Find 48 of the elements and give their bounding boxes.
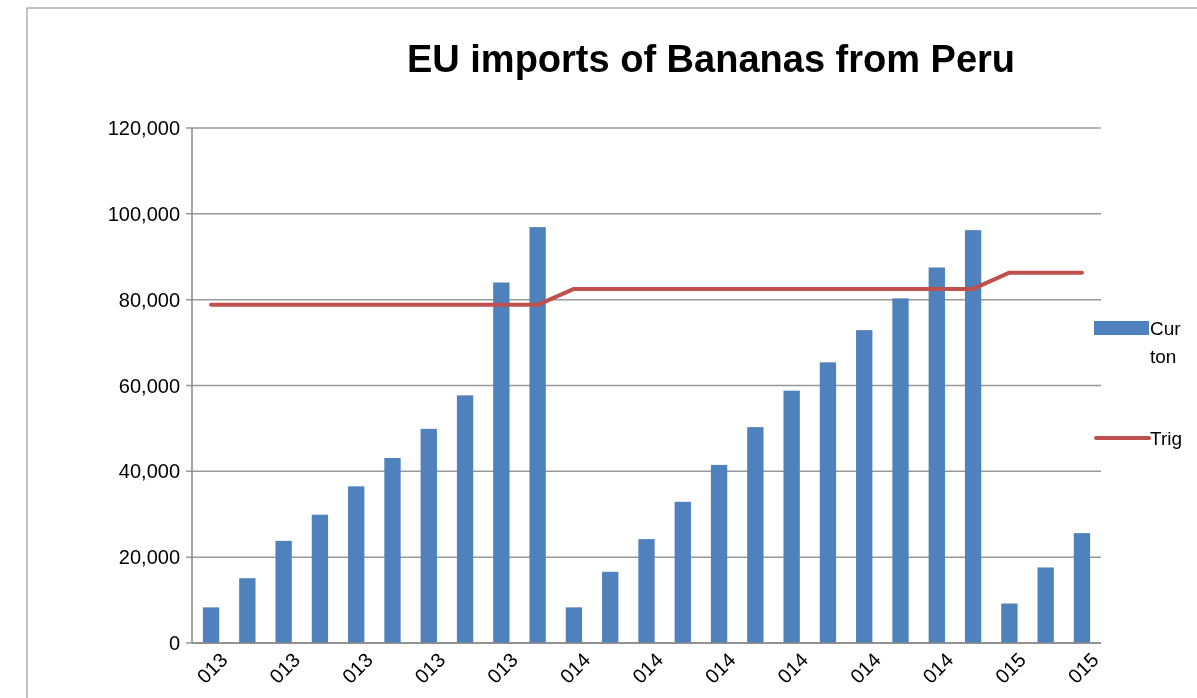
bar — [384, 458, 401, 643]
y-tick-label: 20,000 — [118, 546, 180, 569]
x-tick-label: 013 — [192, 648, 232, 688]
x-tick-label: 013 — [410, 648, 450, 688]
x-tick-label: 014 — [773, 648, 813, 688]
bar — [602, 571, 619, 643]
x-tick-label: 014 — [700, 648, 740, 688]
x-tick-label: 014 — [627, 648, 668, 688]
bar — [892, 298, 909, 643]
bar — [747, 427, 764, 643]
legend-label: Cur ton — [1150, 317, 1182, 367]
x-tick-label: 014 — [555, 648, 595, 688]
bar — [856, 330, 873, 643]
chart-title: EU imports of Bananas from Peru — [406, 38, 1016, 80]
bar — [311, 514, 329, 643]
x-tick-label: 015 — [990, 648, 1030, 688]
bar — [202, 607, 220, 643]
bar — [565, 607, 583, 643]
bar — [456, 395, 474, 643]
y-tick-label: 80,000 — [118, 288, 180, 311]
y-tick-label: 0 — [168, 632, 180, 654]
bar — [348, 486, 365, 643]
bar — [638, 539, 655, 643]
x-tick-label: 015 — [1063, 648, 1103, 688]
bar — [1001, 603, 1018, 643]
x-tick-label: 014 — [918, 648, 958, 688]
bar — [275, 540, 292, 643]
y-tick-label: 120,000 — [107, 117, 180, 139]
y-tick-label: 100,000 — [107, 202, 180, 225]
bar — [529, 227, 546, 643]
bar — [964, 230, 982, 643]
bar — [819, 362, 837, 643]
y-tick-label: 60,000 — [118, 374, 180, 397]
bar — [674, 501, 691, 643]
bar — [928, 267, 945, 643]
y-tick-label: 40,000 — [118, 460, 180, 483]
bar — [1073, 533, 1091, 643]
bar — [493, 282, 510, 643]
bar — [239, 578, 256, 643]
x-tick-label: 013 — [337, 648, 377, 688]
x-tick-label: 013 — [482, 648, 522, 688]
bar — [420, 428, 437, 643]
x-tick-label: 014 — [845, 648, 885, 688]
legend-label: Trig — [1150, 427, 1183, 449]
bar — [783, 390, 800, 643]
x-tick-label: 013 — [265, 648, 305, 688]
bar — [1037, 567, 1054, 643]
bar — [710, 464, 728, 643]
